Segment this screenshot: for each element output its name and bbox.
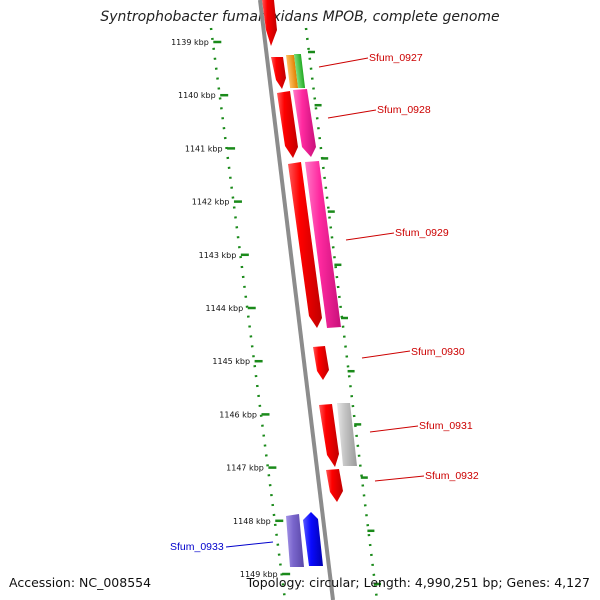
ruler-ticks: 1139 kbp 1140 kbp 1141 kbp 1142 kbp 1143 kbp… [171,38,291,579]
cds-arrow-0931 [319,404,339,467]
gene-label-0933[interactable]: Sfum_0933 [170,541,224,553]
callout-line-0931 [369,425,419,433]
ruler-tick-label: 1146 kbp [219,410,257,419]
callout-line-0930 [361,350,411,359]
ruler-tick-label: 1142 kbp [192,198,230,207]
cds-arrow-top [262,0,277,46]
ruler-right-ticks [307,50,382,586]
cds-arrow-0928 [277,91,298,158]
gene-label-0928[interactable]: Sfum_0928 [377,104,431,116]
ruler-tick-label: 1148 kbp [233,517,271,526]
ruler-tick-label: 1143 kbp [199,251,237,260]
green-feature [293,54,306,88]
orange-feature [286,55,299,88]
genome-backbone [258,0,335,600]
gene-label-0930[interactable]: Sfum_0930 [411,346,465,358]
gene-label-0927[interactable]: Sfum_0927 [369,52,423,64]
cds-arrow-0932 [326,469,343,502]
ruler-line-right [304,27,379,600]
protein-arrow-0928 [293,89,316,157]
genome-summary-text: Topology: circular; Length: 4,990,251 bp… [246,575,590,590]
ruler-tick-label: 1140 kbp [178,91,216,100]
cds-arrow-0933 [303,512,323,566]
gene-labels: Sfum_0927 Sfum_0928 Sfum_0929 Sfum_0930 … [170,52,479,553]
gene-label-0931[interactable]: Sfum_0931 [419,420,473,432]
callout-line-0932 [374,475,425,482]
accession-text: Accession: NC_008554 [9,575,152,590]
protein-arrow-0933 [286,514,304,567]
ruler-line-left [209,27,287,600]
ruler-tick-label: 1141 kbp [185,144,223,153]
ruler-tick-label: 1139 kbp [171,38,209,47]
gray-feature-0931 [337,403,357,466]
callout-line-0929 [345,232,395,241]
ruler-tick-label: 1145 kbp [212,357,250,366]
callout-line-0933 [225,541,274,548]
ruler-tick-label: 1144 kbp [206,304,244,313]
ruler-tick-label: 1149 kbp [240,570,278,579]
cds-arrow-0927 [271,57,286,89]
protein-arrow-0929 [305,161,341,328]
callout-line-0927 [318,57,369,68]
ruler-tick-label: 1147 kbp [226,464,264,473]
callout-line-0928 [327,109,377,119]
cds-arrow-0930 [313,346,329,380]
cds-arrow-0929 [288,162,322,328]
genome-title: Syntrophobacter fumaroxidans MPOB, compl… [100,9,500,25]
gene-label-0932[interactable]: Sfum_0932 [425,470,479,482]
gene-label-0929[interactable]: Sfum_0929 [395,227,449,239]
